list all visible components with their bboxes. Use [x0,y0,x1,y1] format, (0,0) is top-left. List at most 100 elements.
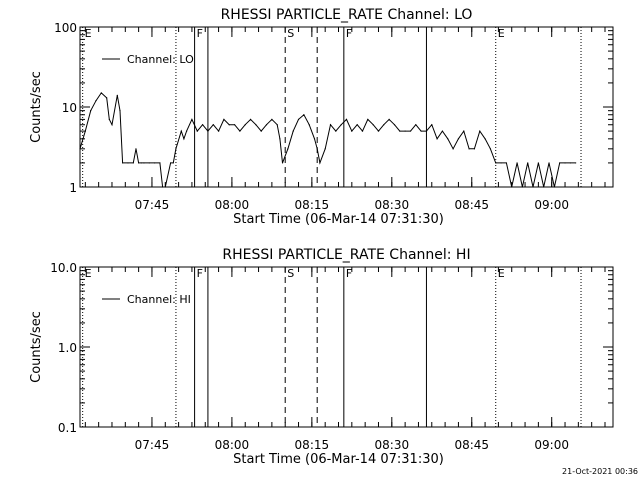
data-point [425,130,428,132]
data-point [183,138,185,140]
data-point [180,130,182,132]
event-label: F [346,267,352,280]
data-point [527,162,529,164]
data-point [281,162,284,164]
data-point [239,130,241,132]
footer-date: 21-Oct-2021 00:36 [562,467,638,476]
data-point [324,148,326,150]
data-point [372,124,374,126]
data-point [148,162,150,164]
data-point [516,162,518,164]
data-point [313,138,316,140]
event-label: F [197,267,203,280]
data-point [415,124,417,126]
data-point [255,124,257,126]
data-point [388,118,390,120]
data-point [287,148,289,150]
data-point [335,130,337,132]
data-point [399,130,401,132]
x-tick-label: 07:45 [135,198,170,212]
data-point [111,124,113,126]
data-point [84,130,86,132]
data-point [186,130,188,132]
event-label: E [85,267,92,280]
data-point [351,130,353,132]
data-point [537,162,539,164]
data-point [447,138,449,140]
x-axis-label: Start Time (06-Mar-14 07:31:30) [233,212,444,227]
data-point [505,162,507,164]
data-point [345,118,348,120]
y-tick-label: 100 [54,21,77,35]
x-tick-label: 08:15 [295,198,330,212]
chart-title: RHESSI PARTICLE_RATE Channel: HI [222,247,470,263]
data-point [100,92,102,94]
x-tick-label: 07:45 [135,438,170,452]
data-point [135,148,137,150]
data-point [172,162,174,164]
data-point [468,148,470,150]
data-point [106,97,108,99]
data-point [356,124,358,126]
data-point [340,124,342,126]
x-tick-label: 08:15 [295,438,330,452]
data-point [393,124,396,126]
y-tick-label: 1.0 [58,341,77,355]
y-tick-label: 0.1 [58,421,77,435]
data-point [361,130,364,132]
legend-label: Channel: LO [127,53,194,66]
data-point [329,124,332,126]
panel-hi: RHESSI PARTICLE_RATE Channel: HI 0.1 1.0 10… [29,247,614,467]
data-point [316,148,318,150]
data-point [495,162,497,164]
data-point [377,130,380,132]
x-tick-label: 09:00 [534,198,569,212]
event-label: F [346,27,352,40]
data-point [228,124,230,126]
data-point [244,124,246,126]
y-axis-label: Counts/sec [29,71,44,143]
data-point [207,130,209,132]
data-point [170,162,172,164]
y-tick-label: 1 [69,181,77,195]
event-label: S [287,267,294,280]
chart-title: RHESSI PARTICLE_RATE Channel: LO [221,7,473,23]
data-point [297,118,300,120]
data-point [223,118,225,120]
data-point [276,124,278,126]
data-point [569,162,571,164]
data-point [463,130,465,132]
event-label: E [498,267,505,280]
data-point [383,124,385,126]
data-point [159,162,161,164]
data-point [489,148,492,150]
x-tick-label: 08:30 [375,438,410,452]
data-point [212,124,214,126]
data-point [292,130,294,132]
event-label: E [498,27,505,40]
legend-label: Channel: HI [127,293,191,306]
data-point [201,124,204,126]
data-point [559,162,561,164]
data-point [90,110,92,112]
data-point [217,130,220,132]
x-tick-label: 08:00 [215,438,250,452]
data-point [431,124,433,126]
data-point [543,186,545,188]
data-point [575,162,577,164]
data-point [260,130,262,132]
data-point [95,100,97,102]
data-point [265,124,268,126]
data-point [521,186,523,188]
data-point [511,186,513,188]
data-point [143,162,145,164]
data-point [409,130,412,132]
x-tick-label: 08:45 [454,198,489,212]
data-point [162,186,164,188]
data-point [138,162,140,164]
data-point [404,130,406,132]
data-point [548,162,550,164]
data-point [279,138,281,140]
